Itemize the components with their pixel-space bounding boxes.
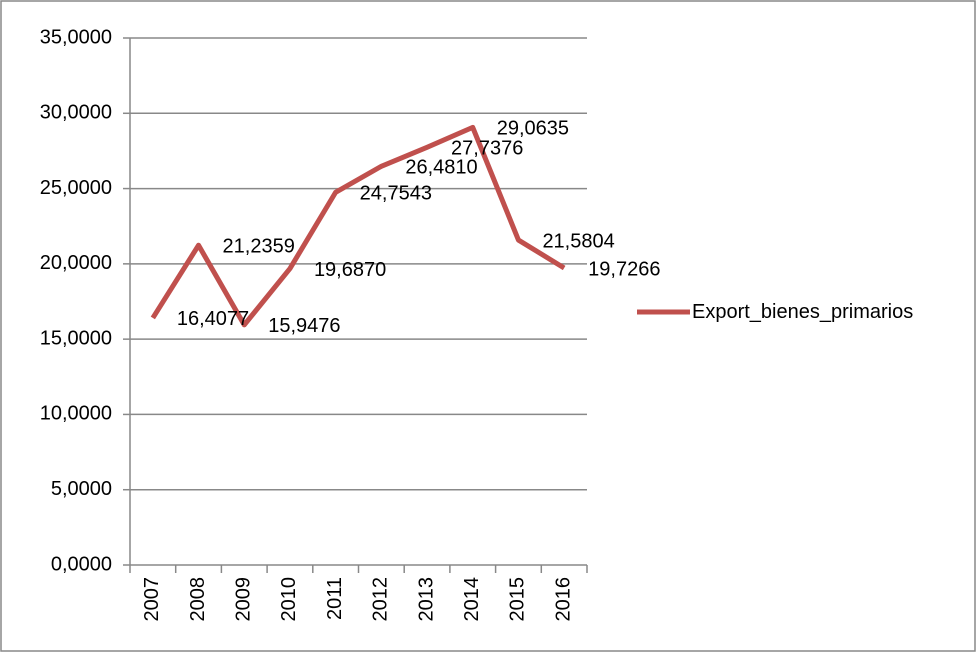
x-tick-label: 2011 <box>324 577 346 620</box>
x-tick-label: 2010 <box>278 577 300 622</box>
data-label: 24,7543 <box>360 183 432 205</box>
data-label: 19,6870 <box>314 259 386 281</box>
x-tick-label: 2009 <box>233 577 255 622</box>
data-label: 15,9476 <box>268 315 340 337</box>
y-tick-label: 15,0000 <box>40 327 112 349</box>
y-tick-label: 0,0000 <box>51 553 112 575</box>
data-label: 27,7376 <box>451 138 523 160</box>
data-label: 29,0635 <box>497 118 569 140</box>
y-tick-label: 25,0000 <box>40 177 112 199</box>
legend-entry: Export_bienes_primarios <box>692 301 914 323</box>
x-tick-label: 2016 <box>552 577 574 622</box>
x-tick-label: 2007 <box>141 577 163 622</box>
x-tick-label: 2013 <box>415 577 437 622</box>
data-label: 21,2359 <box>223 236 295 258</box>
x-tick-label: 2014 <box>461 577 483 622</box>
x-tick-label: 2008 <box>187 577 209 622</box>
y-tick-label: 20,0000 <box>40 252 112 274</box>
y-tick-label: 35,0000 <box>40 26 112 48</box>
data-label: 16,4077 <box>177 308 249 330</box>
data-label: 19,7266 <box>588 258 660 280</box>
data-line <box>150 124 566 328</box>
data-label: 21,5804 <box>542 230 614 252</box>
x-tick-label: 2015 <box>507 577 529 622</box>
legend-label: Export_bienes_primarios <box>692 301 914 323</box>
x-tick-label: 2012 <box>370 577 392 622</box>
y-tick-label: 5,0000 <box>51 478 112 500</box>
y-tick-label: 10,0000 <box>40 403 112 425</box>
y-tick-label: 30,0000 <box>40 102 112 124</box>
data-label: 26,4810 <box>405 157 477 179</box>
